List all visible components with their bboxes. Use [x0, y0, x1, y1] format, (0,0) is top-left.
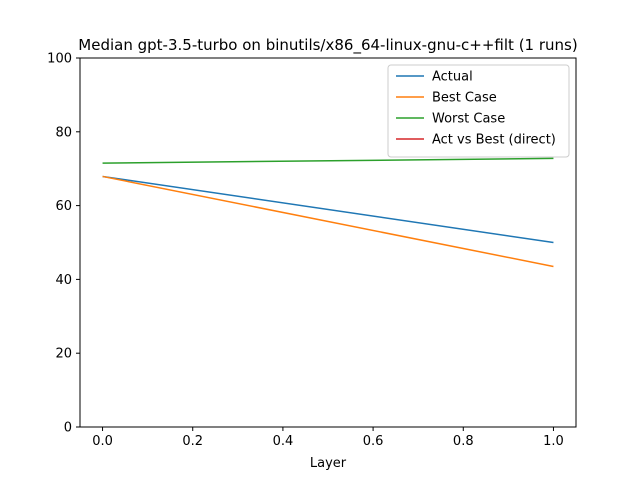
y-tick-label: 80: [55, 125, 72, 140]
plot-frame: [79, 57, 577, 428]
y-tick-label: 0: [64, 421, 72, 436]
series-line-2: [102, 157, 554, 164]
legend: Actual Best Case Worst Case Act vs Best (di…: [387, 64, 570, 158]
x-tick-label: 0.2: [182, 434, 203, 449]
y-tick-label: 60: [55, 199, 72, 214]
legend-label: Worst Case: [432, 112, 505, 127]
y-tick-label: 40: [55, 273, 72, 288]
legend-label: Best Case: [432, 91, 497, 106]
x-axis-label: Layer: [310, 456, 347, 471]
x-axis: 0.0 0.2 0.4 0.6 0.8 1.0: [92, 427, 564, 449]
legend-label: Actual: [432, 70, 473, 85]
legend-box: [387, 64, 570, 158]
y-tick-label: 100: [47, 52, 72, 67]
series-line-0: [102, 175, 554, 244]
x-tick-label: 0.6: [363, 434, 384, 449]
y-axis: 0 20 40 60 80 100: [47, 52, 80, 436]
x-tick-label: 0.0: [92, 434, 113, 449]
x-tick-label: 0.8: [453, 434, 474, 449]
y-tick-label: 20: [55, 347, 72, 362]
legend-label: Act vs Best (direct): [432, 133, 556, 148]
plot-lines: [102, 157, 554, 268]
x-tick-label: 1.0: [543, 434, 564, 449]
series-line-1: [102, 175, 554, 268]
chart-title: Median gpt-3.5-turbo on binutils/x86_64-…: [78, 36, 577, 55]
x-tick-label: 0.4: [273, 434, 294, 449]
